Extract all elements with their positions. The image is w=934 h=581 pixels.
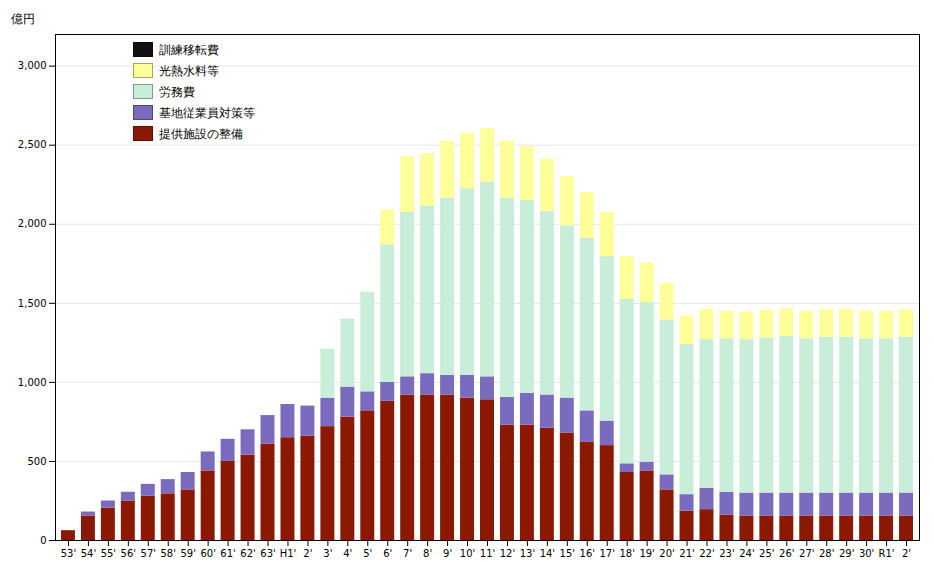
- html-text:基地従業員対策等: 基地従業員対策等: [158, 105, 255, 120]
- svg-text:26': 26': [779, 548, 794, 559]
- svg-text:0: 0: [40, 535, 46, 546]
- html-text:労務費: 労務費: [158, 84, 195, 99]
- svg-text:1,000: 1,000: [18, 377, 47, 388]
- html-text:提供施設の整備: 提供施設の整備: [158, 126, 243, 141]
- svg-text:19': 19': [639, 548, 654, 559]
- svg-text:17': 17': [599, 548, 614, 559]
- svg-text:500: 500: [27, 456, 46, 467]
- svg-text:21': 21': [679, 548, 694, 559]
- svg-text:61': 61': [220, 548, 235, 559]
- svg-text:1,500: 1,500: [18, 298, 47, 309]
- svg-text:5': 5': [363, 548, 372, 559]
- svg-text:57': 57': [141, 548, 156, 559]
- svg-text:14': 14': [540, 548, 555, 559]
- svg-text:2': 2': [902, 548, 911, 559]
- svg-text:2,500: 2,500: [18, 139, 47, 150]
- svg-text:28': 28': [819, 548, 834, 559]
- svg-text:4': 4': [343, 548, 352, 559]
- svg-text:53': 53': [61, 548, 76, 559]
- svg-text:2,000: 2,000: [18, 218, 47, 229]
- svg-text:60': 60': [200, 548, 215, 559]
- svg-text:55': 55': [101, 548, 116, 559]
- svg-text:30': 30': [859, 548, 874, 559]
- svg-text:58': 58': [160, 548, 175, 559]
- svg-text:3': 3': [323, 548, 332, 559]
- svg-text:13': 13': [520, 548, 535, 559]
- svg-text:62': 62': [240, 548, 255, 559]
- svg-text:億円: 億円: [11, 12, 35, 26]
- svg-text:10': 10': [460, 548, 475, 559]
- svg-text:56': 56': [121, 548, 136, 559]
- svg-text:9': 9': [443, 548, 452, 559]
- svg-text:54': 54': [81, 548, 96, 559]
- svg-text:24': 24': [739, 548, 754, 559]
- svg-text:15': 15': [560, 548, 575, 559]
- svg-text:18': 18': [619, 548, 634, 559]
- svg-text:6': 6': [383, 548, 392, 559]
- svg-text:20': 20': [659, 548, 674, 559]
- svg-text:2': 2': [303, 548, 312, 559]
- svg-text:H1': H1': [280, 548, 297, 559]
- svg-text:16': 16': [580, 548, 595, 559]
- svg-text:3,000: 3,000: [18, 60, 47, 71]
- svg-text:8': 8': [423, 548, 432, 559]
- svg-text:7': 7': [403, 548, 412, 559]
- svg-text:22': 22': [699, 548, 714, 559]
- svg-text:25': 25': [759, 548, 774, 559]
- svg-text:59': 59': [180, 548, 195, 559]
- svg-text:R1': R1': [879, 548, 895, 559]
- html-text:光熱水料等: 光熱水料等: [158, 63, 219, 78]
- svg-text:12': 12': [500, 548, 515, 559]
- svg-text:29': 29': [839, 548, 854, 559]
- svg-text:27': 27': [799, 548, 814, 559]
- svg-text:63': 63': [260, 548, 275, 559]
- html-text:訓練移転費: 訓練移転費: [158, 42, 219, 57]
- svg-text:11': 11': [480, 548, 495, 559]
- svg-text:23': 23': [719, 548, 734, 559]
